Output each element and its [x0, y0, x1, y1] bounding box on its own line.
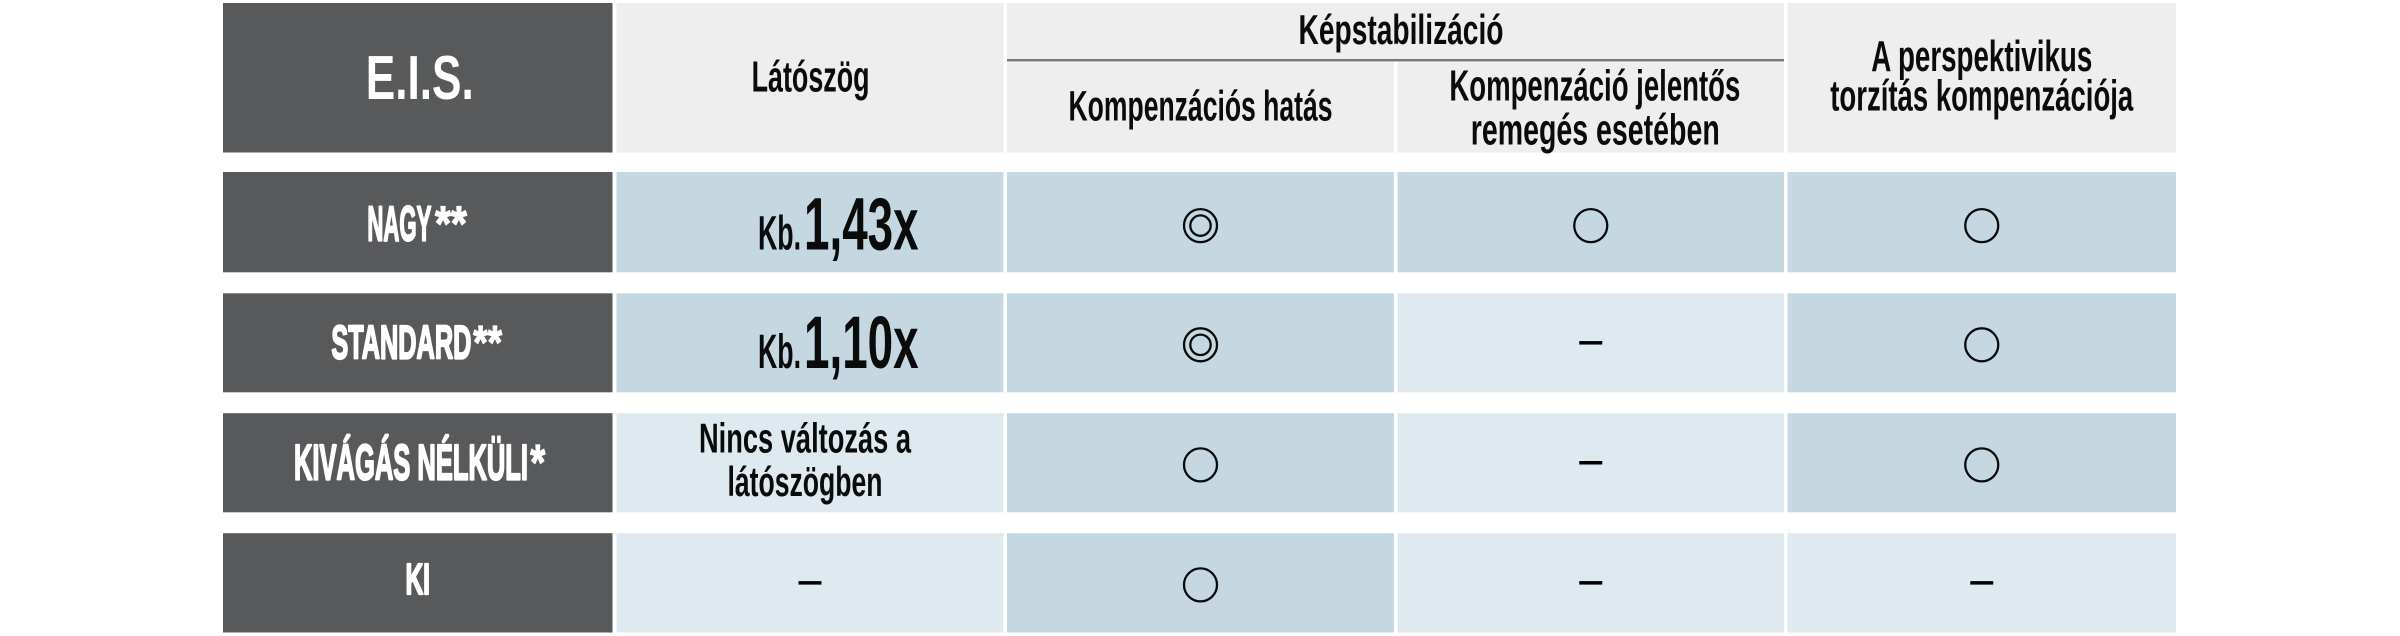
svg-text:KIVÁGÁS NÉLKÜLI: KIVÁGÁS NÉLKÜLI	[294, 434, 528, 490]
svg-text:Kb.: Kb.	[758, 325, 801, 379]
svg-text:Képstabilizáció: Képstabilizáció	[1299, 6, 1504, 53]
svg-text:**: **	[435, 197, 468, 252]
svg-text:**: **	[473, 316, 502, 369]
svg-text:látószögben: látószögben	[728, 459, 883, 505]
svg-text:NAGY: NAGY	[367, 197, 431, 252]
svg-text:Nincs változás a: Nincs változás a	[699, 415, 912, 461]
svg-text:*: *	[530, 434, 545, 490]
svg-text:KI: KI	[406, 555, 431, 604]
svg-text:STANDARD: STANDARD	[331, 316, 471, 369]
svg-text:Kompenzáció jelentős: Kompenzáció jelentős	[1449, 63, 1740, 111]
svg-text:1,10x: 1,10x	[804, 301, 919, 384]
svg-text:1,43x: 1,43x	[804, 182, 919, 265]
svg-text:A perspektivikus: A perspektivikus	[1871, 32, 2092, 81]
svg-text:Kompenzációs hatás: Kompenzációs hatás	[1069, 83, 1333, 131]
svg-text:E.I.S.: E.I.S.	[366, 43, 474, 113]
svg-text:Kb.: Kb.	[758, 206, 801, 260]
svg-text:Látószög: Látószög	[752, 53, 870, 102]
svg-text:remegés esetében: remegés esetében	[1471, 107, 1720, 155]
svg-text:torzítás kompenzációja: torzítás kompenzációja	[1830, 72, 2133, 121]
